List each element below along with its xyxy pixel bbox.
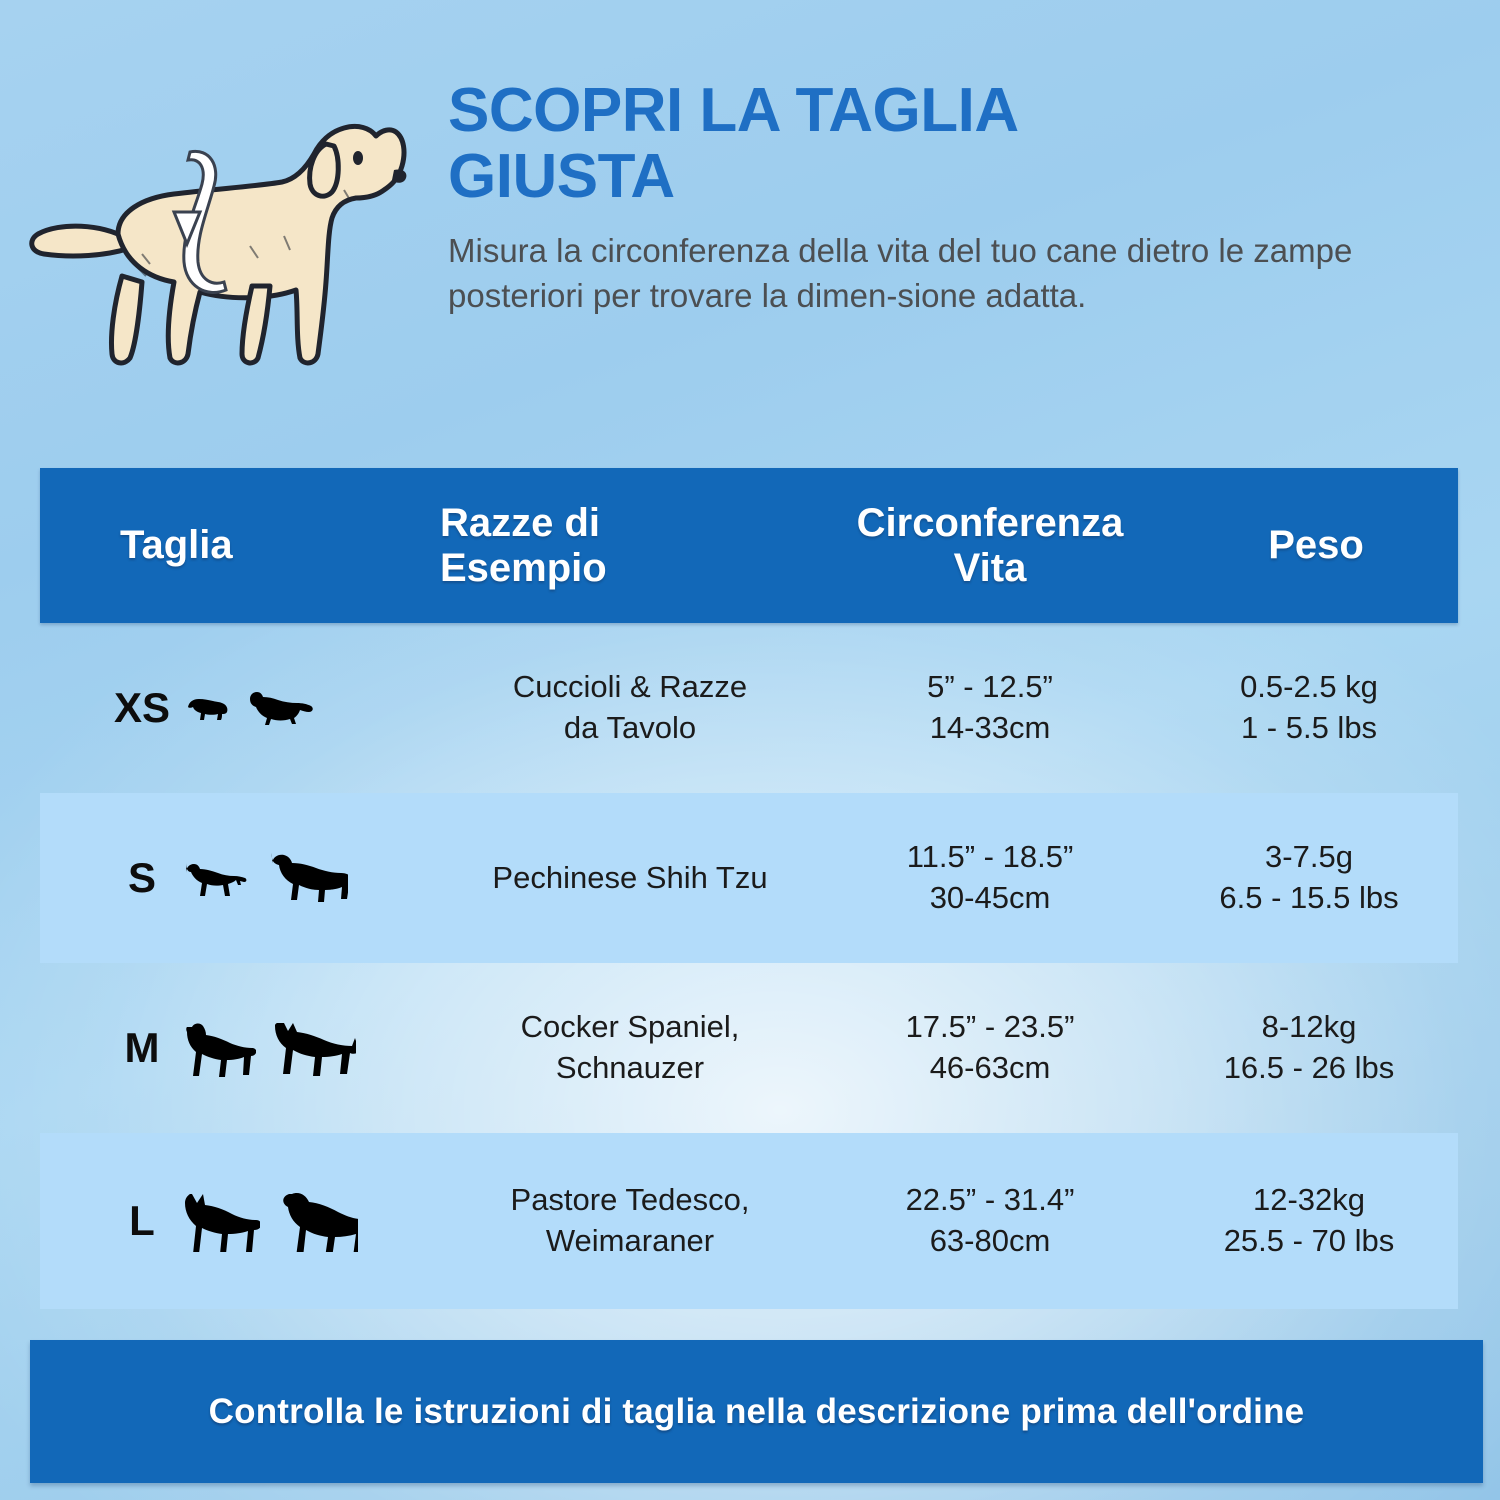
dog-silhouettes	[182, 853, 348, 903]
size-chart-table: Taglia Razze di Esempio Circonferenza Vita…	[40, 468, 1458, 1309]
dog-silhouette-icon	[186, 863, 247, 896]
cell-circumference: 17.5” - 23.5” 46-63cm	[905, 1009, 1075, 1085]
cell-breeds: Pastore Tedesco, Weimaraner	[510, 1182, 750, 1258]
cell-breeds: Cocker Spaniel, Schnauzer	[520, 1009, 740, 1085]
column-header-size: Taglia	[120, 523, 233, 568]
size-label: M	[124, 1024, 160, 1071]
table-row: L Pastore Tedesco, Weimaraner 22.5” - 31.…	[40, 1133, 1458, 1309]
dog-silhouette-icon	[250, 692, 313, 725]
table-header-row: Taglia Razze di Esempio Circonferenza Vita…	[40, 468, 1458, 623]
cell-circumference: 5” - 12.5” 14-33cm	[927, 669, 1053, 745]
cell-circumference: 22.5” - 31.4” 63-80cm	[905, 1182, 1075, 1258]
cell-size: XS	[40, 684, 440, 732]
dog-silhouette-icon	[188, 699, 228, 720]
dog-silhouettes	[182, 1190, 358, 1252]
cell-breeds: Cuccioli & Razze da Tavolo	[512, 669, 748, 745]
page-title: SCOPRI LA TAGLIA GIUSTA	[448, 78, 1448, 209]
dog-silhouette-icon	[271, 853, 348, 902]
page-subtitle: Misura la circonferenza della vita del t…	[448, 232, 1353, 314]
size-label: XS	[113, 684, 171, 731]
table-row: S Pechinese Shih Tzu 11.5” - 18.5” 30-45c…	[40, 793, 1458, 963]
cell-weight: 12-32kg 25.5 - 70 lbs	[1223, 1182, 1395, 1258]
column-header-weight: Peso	[1268, 523, 1364, 568]
page-title-line2: GIUSTA	[448, 141, 675, 211]
cell-weight: 8-12kg 16.5 - 26 lbs	[1223, 1009, 1395, 1085]
column-header-breeds: Razze di Esempio	[440, 500, 607, 590]
size-label: L	[129, 1197, 155, 1244]
hero-section: SCOPRI LA TAGLIA GIUSTA Misura la circon…	[0, 0, 1500, 452]
cell-circumference: 11.5” - 18.5” 30-45cm	[906, 839, 1074, 915]
dog-silhouette-icon	[275, 1023, 356, 1076]
cell-breeds: Pechinese Shih Tzu	[492, 859, 768, 895]
dog-silhouettes	[182, 1019, 356, 1077]
table-row: XS Cuccioli & Razze da Tavolo 5” - 12.5” 1…	[40, 623, 1458, 793]
cell-weight: 0.5-2.5 kg 1 - 5.5 lbs	[1240, 669, 1378, 745]
cell-size: L	[40, 1190, 440, 1252]
page-title-line1: SCOPRI LA TAGLIA	[448, 76, 1019, 145]
hero-text-block: SCOPRI LA TAGLIA GIUSTA Misura la circon…	[448, 78, 1448, 318]
cell-size: S	[40, 853, 440, 903]
dog-silhouette-icon	[186, 1023, 256, 1077]
dog-silhouette-icon	[283, 1193, 358, 1252]
dog-silhouette-icon	[185, 1194, 260, 1252]
size-label: S	[127, 854, 156, 901]
column-header-circumference: Circonferenza Vita	[856, 500, 1124, 590]
dog-silhouettes	[182, 689, 314, 727]
cell-size: M	[40, 1019, 440, 1077]
cell-weight: 3-7.5g 6.5 - 15.5 lbs	[1219, 839, 1399, 915]
dog-waist-measure-illustration	[14, 86, 414, 386]
table-row: M Cocker Spaniel, Schnauzer 17.5” - 23.5”…	[40, 963, 1458, 1133]
footer-note: Controlla le istruzioni di taglia nella …	[208, 1391, 1305, 1431]
footer-banner: Controlla le istruzioni di taglia nella …	[30, 1340, 1483, 1483]
